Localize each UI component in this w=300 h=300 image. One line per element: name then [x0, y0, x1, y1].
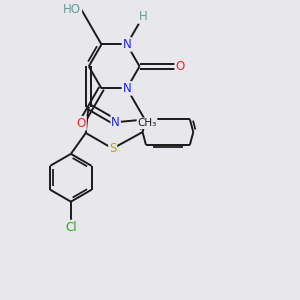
- Text: O: O: [77, 117, 86, 130]
- Text: Cl: Cl: [65, 220, 77, 233]
- Text: CH₃: CH₃: [137, 118, 157, 128]
- Text: N: N: [122, 38, 131, 51]
- Text: HO: HO: [63, 3, 81, 16]
- Text: O: O: [175, 60, 184, 73]
- Text: H: H: [139, 10, 147, 23]
- Text: N: N: [122, 82, 131, 95]
- Text: N: N: [111, 116, 120, 129]
- Text: S: S: [109, 142, 116, 155]
